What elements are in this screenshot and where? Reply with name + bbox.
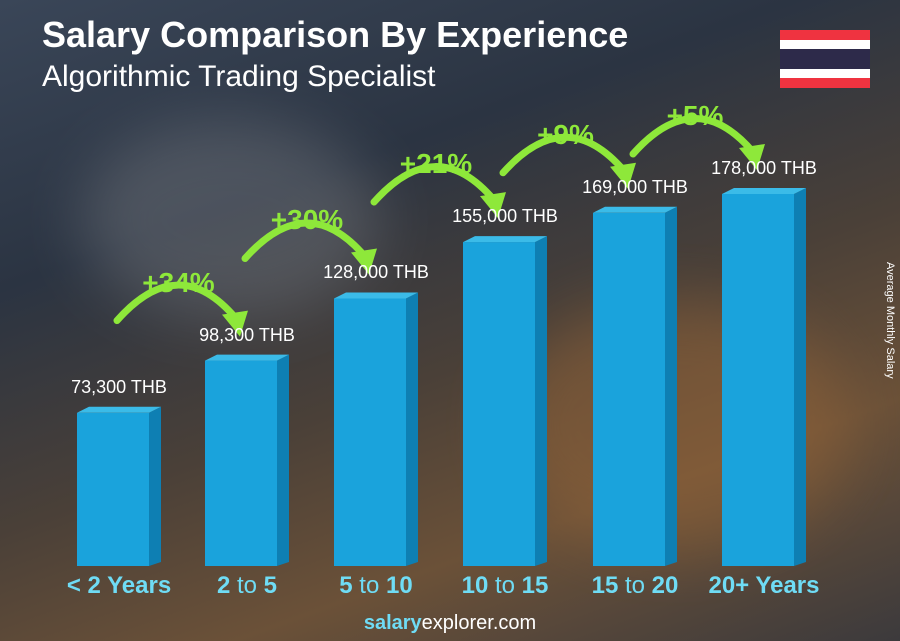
footer-brand: salaryexplorer.com (0, 612, 900, 635)
background-blur (80, 120, 380, 320)
tick-start: 10 (461, 572, 489, 599)
value-label: 178,000 THB (711, 158, 817, 178)
x-tick-label: 20+ Years (699, 572, 829, 600)
arrowhead-icon (480, 192, 506, 219)
bar-2 (334, 298, 406, 566)
chart-title: Salary Comparison By Experience (42, 14, 629, 55)
arrowhead-icon (610, 162, 636, 189)
brand-com: .com (492, 612, 537, 634)
y-axis-label: Average Monthly Salary (884, 261, 896, 379)
value-label: 128,000 THB (323, 262, 429, 283)
tick-to: to (230, 572, 264, 599)
bar-top-0 (77, 406, 161, 413)
bar-side-4 (665, 206, 677, 566)
change-arrow-3 (499, 133, 628, 177)
arrowhead-icon (739, 144, 765, 170)
x-tick-label: 15 to 20 (570, 572, 700, 600)
change-arrow-1 (241, 219, 369, 262)
bar-top-5 (722, 188, 806, 194)
tick-end: 15 (521, 572, 549, 599)
tick-start: 2 (216, 572, 231, 599)
bar-top-2 (334, 292, 418, 299)
tick-to: to (488, 572, 522, 599)
change-label: +34% (142, 266, 215, 298)
x-tick-label: 5 to 10 (311, 572, 441, 600)
bar-side-2 (406, 292, 418, 566)
brand-explorer: explorer (421, 612, 493, 634)
bar-4 (593, 212, 665, 566)
tick-end: 20 (651, 572, 679, 599)
value-label: 155,000 THB (452, 206, 558, 227)
x-tick-label: < 2 Years (54, 572, 184, 600)
value-label: 73,300 THB (71, 376, 167, 397)
tick-start: 20+ Years (708, 572, 820, 599)
change-arrow-2 (370, 163, 498, 206)
bar-side-3 (535, 236, 547, 566)
tick-start: 15 (591, 572, 619, 599)
bar-3 (463, 242, 535, 566)
tick-to: to (618, 572, 652, 599)
value-label: 169,000 THB (582, 176, 688, 197)
change-arrow-0 (113, 281, 240, 325)
x-tick-label: 2 to 5 (182, 572, 312, 600)
bar-side-5 (794, 188, 806, 566)
arrowhead-icon (351, 248, 377, 275)
tick-end: 5 (263, 572, 278, 599)
bar-5 (722, 194, 794, 566)
change-arrow-4 (629, 115, 757, 158)
tick-end: 10 (386, 572, 413, 599)
bar-top-4 (593, 206, 677, 213)
change-label: +9% (537, 118, 594, 150)
arrowhead-icon (222, 310, 248, 337)
tick-start: 5 (339, 572, 353, 599)
chart-subtitle: Algorithmic Trading Specialist (42, 60, 436, 93)
brand-salary: salary (363, 612, 422, 634)
change-label: +5% (666, 100, 724, 131)
bar-side-0 (149, 406, 161, 566)
bar-top-1 (205, 354, 289, 361)
change-label: +21% (399, 148, 473, 180)
tick-start: < 2 Years (66, 572, 172, 599)
thailand-flag-icon (780, 30, 870, 88)
change-label: +30% (270, 204, 344, 236)
x-tick-label: 10 to 15 (440, 572, 570, 600)
bar-1 (205, 360, 277, 566)
bar-0 (77, 412, 149, 566)
bar-side-1 (277, 354, 289, 566)
bar-top-3 (463, 236, 547, 243)
value-label: 98,300 THB (199, 324, 295, 345)
tick-to: to (352, 572, 386, 599)
